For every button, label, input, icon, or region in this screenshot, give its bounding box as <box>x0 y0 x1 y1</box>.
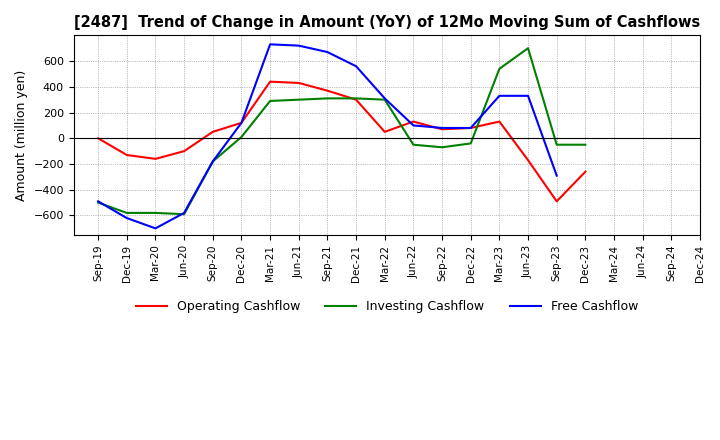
Operating Cashflow <box>495 119 504 124</box>
Investing Cashflow <box>380 97 389 103</box>
Investing Cashflow <box>294 97 303 103</box>
Free Cashflow <box>209 159 217 164</box>
Operating Cashflow <box>438 127 446 132</box>
Investing Cashflow <box>94 200 102 205</box>
Line: Operating Cashflow: Operating Cashflow <box>98 82 585 202</box>
Operating Cashflow <box>180 149 189 154</box>
Free Cashflow <box>438 125 446 131</box>
Investing Cashflow <box>323 96 332 101</box>
Free Cashflow <box>409 123 418 128</box>
Investing Cashflow <box>552 142 561 147</box>
Investing Cashflow <box>266 98 274 103</box>
Investing Cashflow <box>352 96 361 101</box>
Investing Cashflow <box>151 210 160 216</box>
Operating Cashflow <box>409 119 418 124</box>
Operating Cashflow <box>523 158 532 163</box>
Operating Cashflow <box>581 169 590 174</box>
Investing Cashflow <box>122 210 131 216</box>
Operating Cashflow <box>294 81 303 86</box>
Operating Cashflow <box>237 120 246 125</box>
Line: Investing Cashflow: Investing Cashflow <box>98 48 585 214</box>
Operating Cashflow <box>323 88 332 93</box>
Operating Cashflow <box>94 136 102 141</box>
Free Cashflow <box>380 96 389 101</box>
Free Cashflow <box>180 210 189 216</box>
Investing Cashflow <box>523 46 532 51</box>
Free Cashflow <box>266 42 274 47</box>
Investing Cashflow <box>209 159 217 164</box>
Free Cashflow <box>552 173 561 178</box>
Title: [2487]  Trend of Change in Amount (YoY) of 12Mo Moving Sum of Cashflows: [2487] Trend of Change in Amount (YoY) o… <box>73 15 700 30</box>
Free Cashflow <box>94 199 102 204</box>
Legend: Operating Cashflow, Investing Cashflow, Free Cashflow: Operating Cashflow, Investing Cashflow, … <box>130 295 643 318</box>
Investing Cashflow <box>467 141 475 146</box>
Free Cashflow <box>151 226 160 231</box>
Operating Cashflow <box>209 129 217 135</box>
Investing Cashflow <box>180 212 189 217</box>
Free Cashflow <box>294 43 303 48</box>
Operating Cashflow <box>552 199 561 204</box>
Operating Cashflow <box>467 125 475 131</box>
Operating Cashflow <box>380 129 389 135</box>
Free Cashflow <box>122 216 131 221</box>
Y-axis label: Amount (million yen): Amount (million yen) <box>15 70 28 201</box>
Free Cashflow <box>237 120 246 125</box>
Investing Cashflow <box>409 142 418 147</box>
Investing Cashflow <box>237 134 246 139</box>
Free Cashflow <box>467 125 475 131</box>
Free Cashflow <box>352 63 361 69</box>
Free Cashflow <box>323 49 332 55</box>
Free Cashflow <box>495 93 504 99</box>
Operating Cashflow <box>266 79 274 84</box>
Operating Cashflow <box>122 152 131 158</box>
Investing Cashflow <box>495 66 504 71</box>
Investing Cashflow <box>581 142 590 147</box>
Free Cashflow <box>523 93 532 99</box>
Operating Cashflow <box>352 97 361 103</box>
Line: Free Cashflow: Free Cashflow <box>98 44 557 228</box>
Investing Cashflow <box>438 145 446 150</box>
Operating Cashflow <box>151 156 160 161</box>
